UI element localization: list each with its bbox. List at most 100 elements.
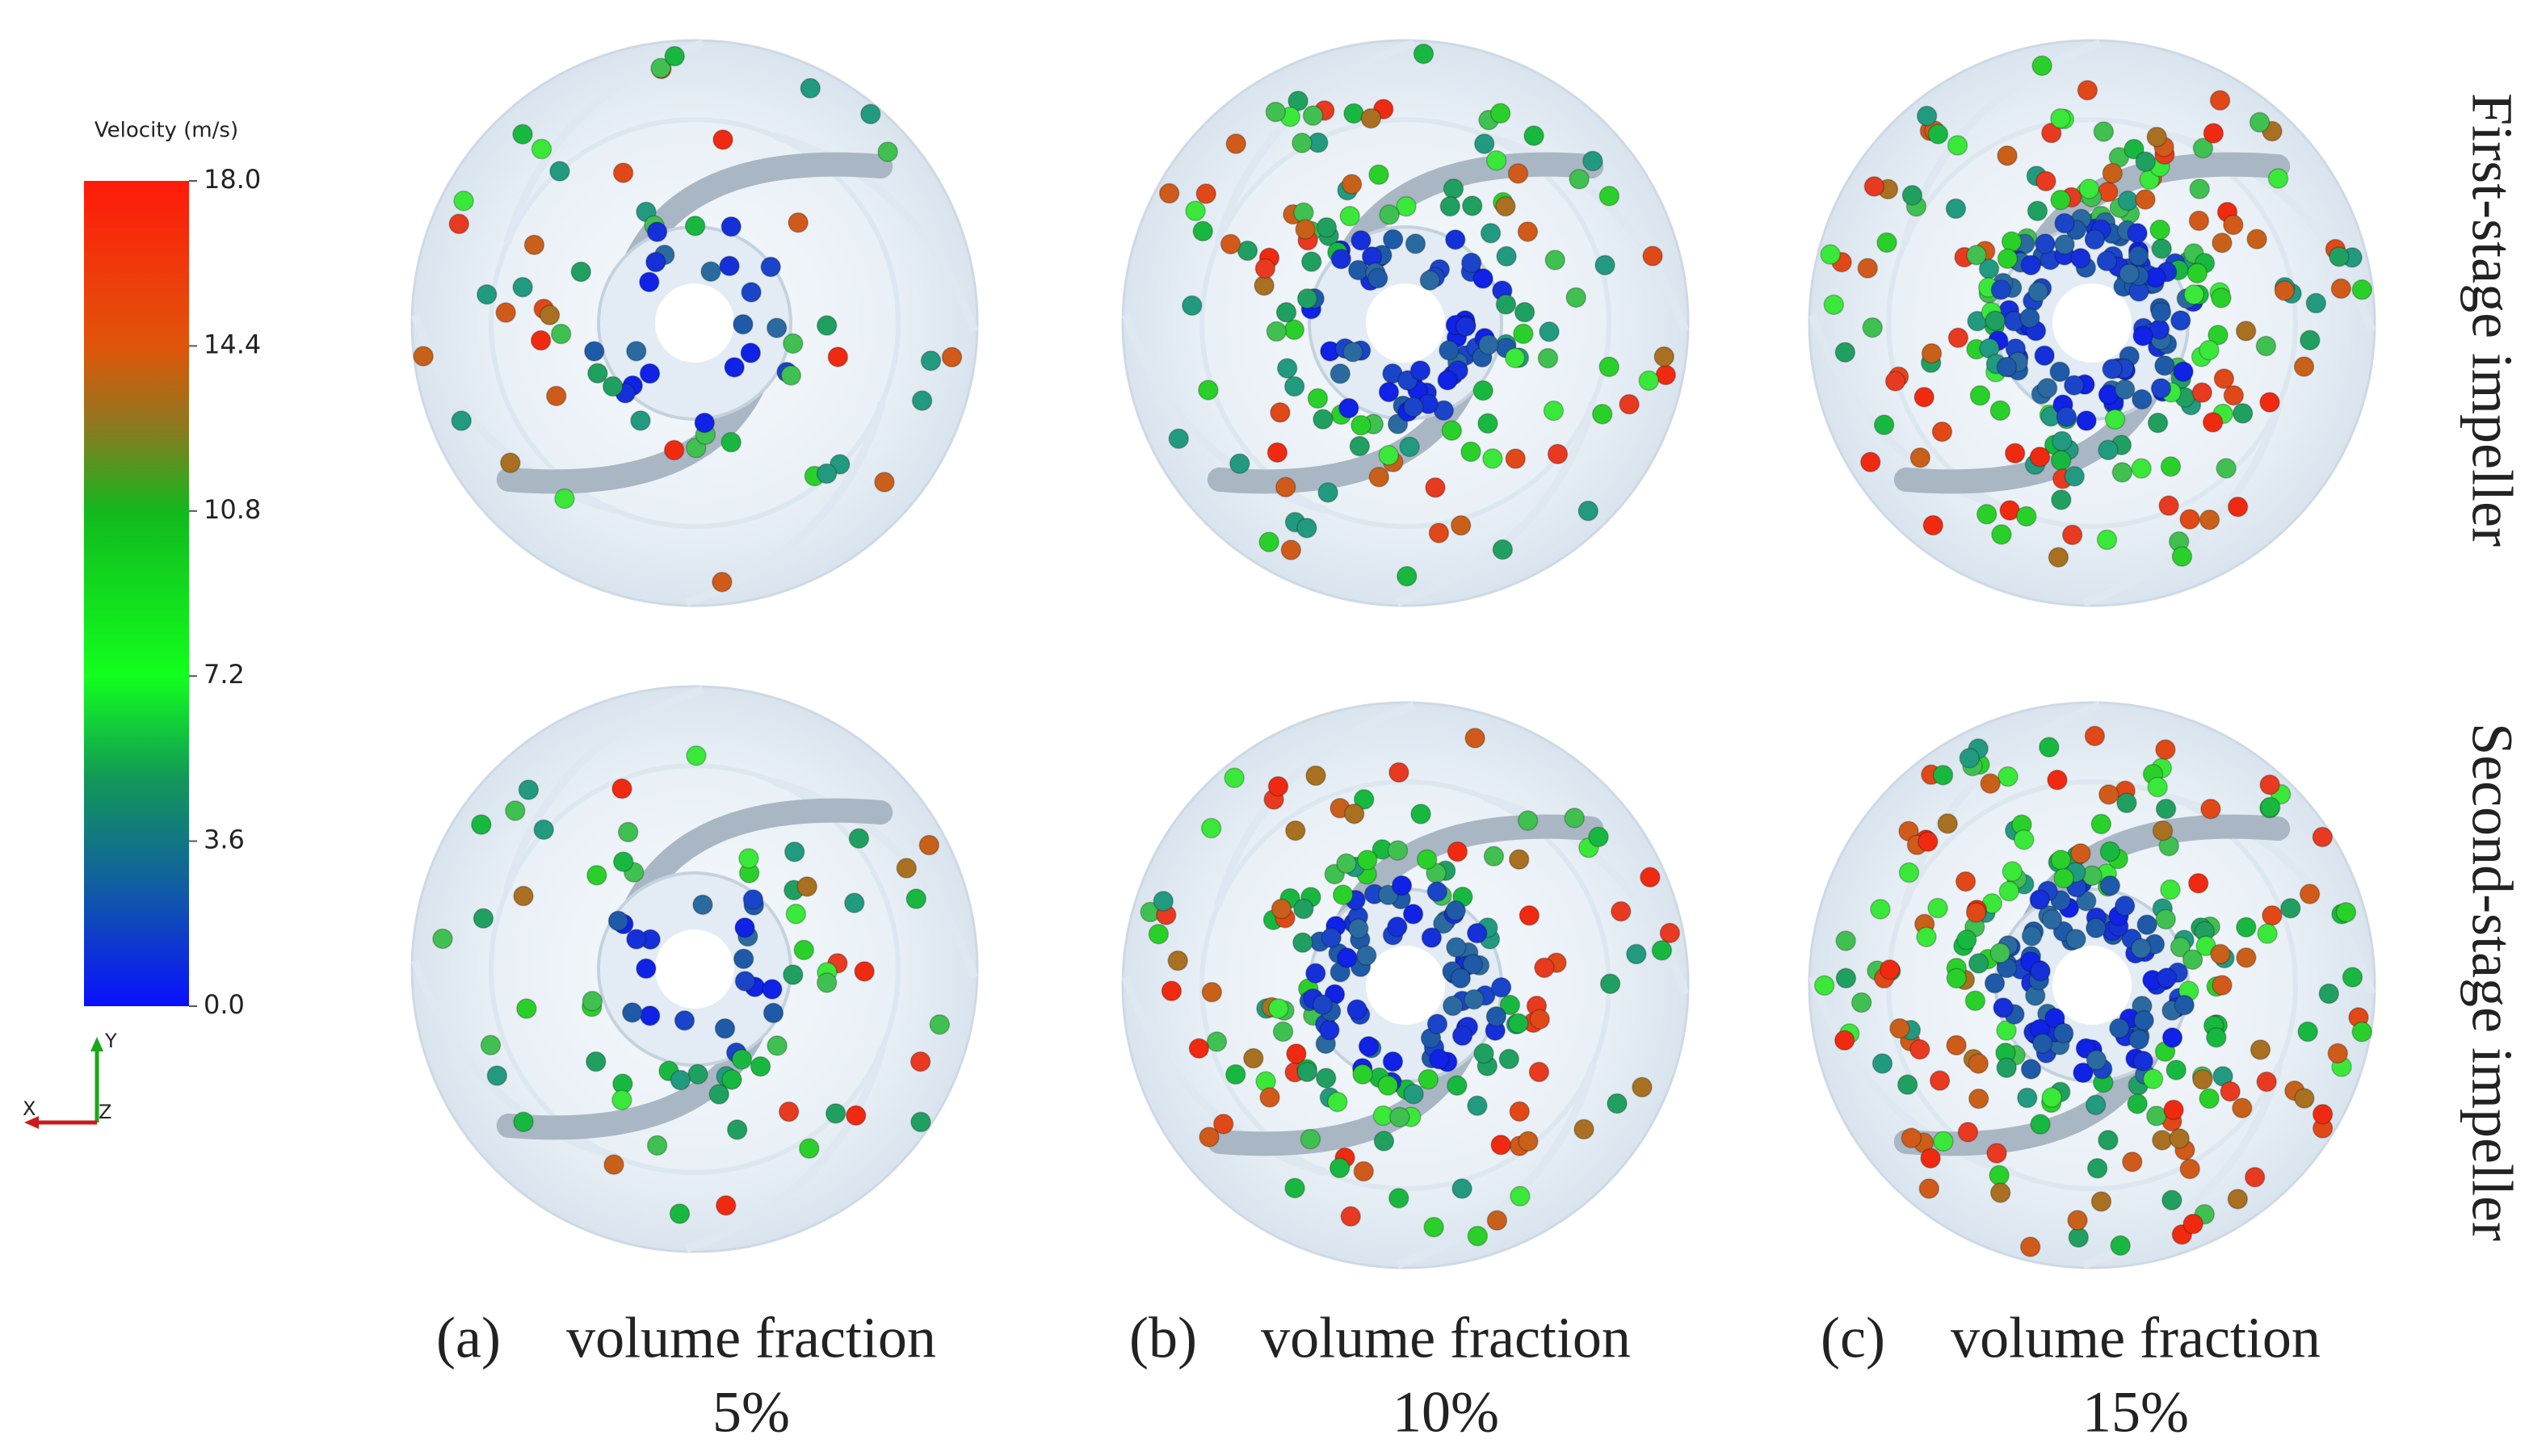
particle bbox=[1343, 103, 1364, 124]
particle bbox=[1473, 133, 1495, 154]
particle bbox=[1835, 930, 1856, 951]
particle bbox=[1513, 323, 1534, 345]
z-axis-label: Z bbox=[99, 1101, 111, 1123]
particle bbox=[1338, 397, 1359, 419]
particle bbox=[531, 138, 552, 160]
particle bbox=[2136, 914, 2157, 935]
particle bbox=[905, 888, 926, 909]
particle bbox=[1464, 988, 1485, 1010]
particle bbox=[2117, 190, 2139, 212]
particle bbox=[2035, 233, 2056, 254]
hub-hole bbox=[2052, 283, 2132, 363]
particle bbox=[2255, 335, 2277, 357]
particle bbox=[1439, 195, 1461, 217]
particle bbox=[1482, 448, 1503, 469]
particle bbox=[1368, 164, 1389, 186]
particle bbox=[929, 1013, 951, 1035]
particle bbox=[2342, 967, 2363, 988]
particle bbox=[1968, 1053, 1989, 1074]
particle bbox=[1188, 1038, 1210, 1059]
particle bbox=[1920, 1148, 1941, 1169]
particle bbox=[2267, 168, 2289, 189]
particle bbox=[2161, 1027, 2183, 1048]
particle bbox=[1996, 356, 2018, 378]
particle bbox=[1300, 251, 1322, 272]
particle bbox=[1153, 891, 1174, 912]
particle bbox=[2170, 936, 2191, 958]
particle bbox=[533, 819, 554, 841]
particle bbox=[2250, 1039, 2271, 1060]
particle bbox=[2116, 792, 2137, 814]
colorbar: Velocity (m/s) 18.0 14.4 10.8 7.2 3.6 0.0 bbox=[84, 119, 261, 1020]
particle bbox=[1388, 1187, 1409, 1209]
particle bbox=[2002, 861, 2023, 882]
particle bbox=[2032, 1033, 2053, 1054]
particle bbox=[2192, 137, 2214, 159]
particle bbox=[476, 283, 498, 305]
particle bbox=[1336, 853, 1357, 875]
guide-vane bbox=[772, 778, 979, 979]
particle bbox=[612, 162, 634, 183]
particle bbox=[1413, 43, 1435, 65]
colorbar-tick-label: 10.8 bbox=[204, 494, 261, 525]
particle bbox=[611, 778, 632, 799]
particle bbox=[674, 1009, 695, 1031]
particle bbox=[505, 800, 526, 821]
particle bbox=[2294, 1088, 2315, 1109]
particle bbox=[1965, 902, 1987, 923]
particle bbox=[1352, 1064, 1373, 1085]
particle bbox=[646, 221, 668, 242]
particle bbox=[726, 1119, 748, 1140]
particle bbox=[1996, 1057, 2017, 1079]
particle bbox=[413, 346, 434, 367]
particle bbox=[670, 1069, 691, 1091]
particle bbox=[1419, 270, 1441, 291]
particle bbox=[1199, 1127, 1220, 1148]
row-label: First-stage impeller bbox=[2460, 93, 2524, 547]
particle bbox=[1348, 918, 1369, 939]
particle bbox=[2262, 904, 2283, 926]
particle bbox=[1185, 200, 1206, 221]
impeller-render bbox=[410, 685, 979, 1253]
particle bbox=[2130, 938, 2152, 959]
particle bbox=[518, 779, 540, 800]
particle bbox=[1544, 250, 1565, 271]
particle bbox=[1932, 765, 1954, 786]
particle bbox=[1523, 125, 1544, 146]
particle bbox=[1403, 397, 1424, 417]
particle bbox=[1426, 1013, 1448, 1034]
particle bbox=[1990, 279, 2012, 300]
particle bbox=[2050, 850, 2072, 871]
particle bbox=[2076, 410, 2097, 431]
particle bbox=[2027, 281, 2049, 303]
particle bbox=[582, 990, 603, 1012]
particle bbox=[2132, 325, 2153, 346]
particle bbox=[1161, 980, 1183, 1001]
particle bbox=[1813, 975, 1835, 997]
particle bbox=[2070, 248, 2091, 269]
particle bbox=[1266, 321, 1288, 342]
particle bbox=[741, 282, 762, 303]
particle bbox=[1993, 997, 2014, 1018]
particle bbox=[1859, 451, 1881, 472]
particle bbox=[1929, 1070, 1951, 1091]
particle bbox=[1451, 1025, 1473, 1047]
particle bbox=[1959, 747, 1981, 769]
particle bbox=[1426, 881, 1448, 902]
particle bbox=[2051, 489, 2072, 510]
particle bbox=[1158, 183, 1180, 204]
particle bbox=[2061, 524, 2083, 546]
particle bbox=[2052, 430, 2073, 452]
particle bbox=[1918, 1178, 1940, 1199]
particle bbox=[2274, 280, 2296, 301]
particle bbox=[2053, 867, 2074, 889]
hub-hole bbox=[1366, 946, 1445, 1025]
particle bbox=[1989, 1182, 2011, 1203]
particle bbox=[2318, 983, 2340, 1005]
x-axis-label: X bbox=[23, 1097, 36, 1120]
particle bbox=[2156, 967, 2178, 988]
particle bbox=[816, 972, 838, 993]
particle bbox=[2098, 1130, 2119, 1151]
particle bbox=[686, 745, 707, 766]
particle bbox=[1224, 767, 1245, 788]
